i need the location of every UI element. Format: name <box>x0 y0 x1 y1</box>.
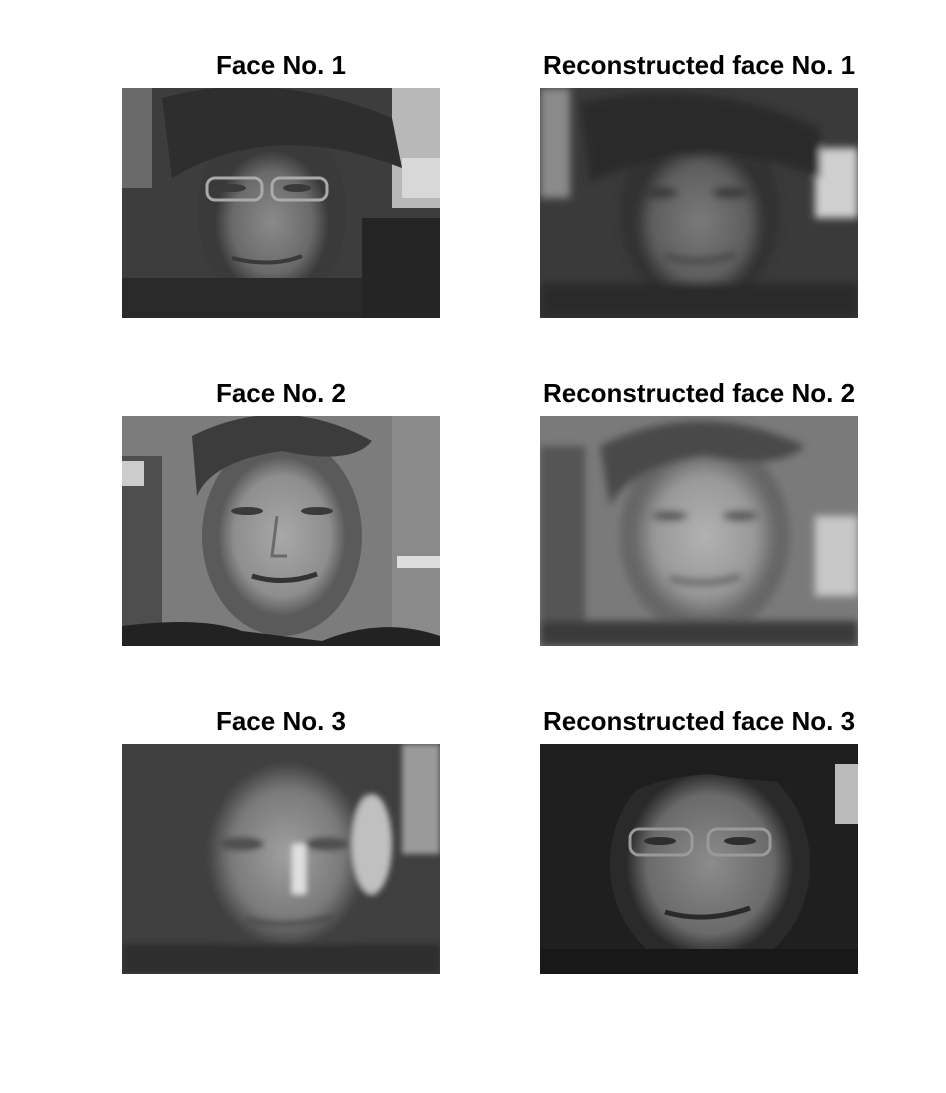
panel-title-reconstructed-face-3: Reconstructed face No. 3 <box>542 706 856 736</box>
reconstructed-face-image-2 <box>540 416 858 646</box>
panel-title-reconstructed-face-2: Reconstructed face No. 2 <box>542 378 856 408</box>
face-image-1 <box>122 88 440 318</box>
panel-title-reconstructed-face-1: Reconstructed face No. 1 <box>542 50 856 80</box>
panel-title-face-3: Face No. 3 <box>215 706 347 736</box>
reconstructed-face-image-3 <box>540 744 858 974</box>
face-image-2 <box>122 416 440 646</box>
panel-title-face-1: Face No. 1 <box>215 50 347 80</box>
face-image-3 <box>122 744 440 974</box>
reconstructed-face-image-1 <box>540 88 858 318</box>
panel-title-face-2: Face No. 2 <box>215 378 347 408</box>
